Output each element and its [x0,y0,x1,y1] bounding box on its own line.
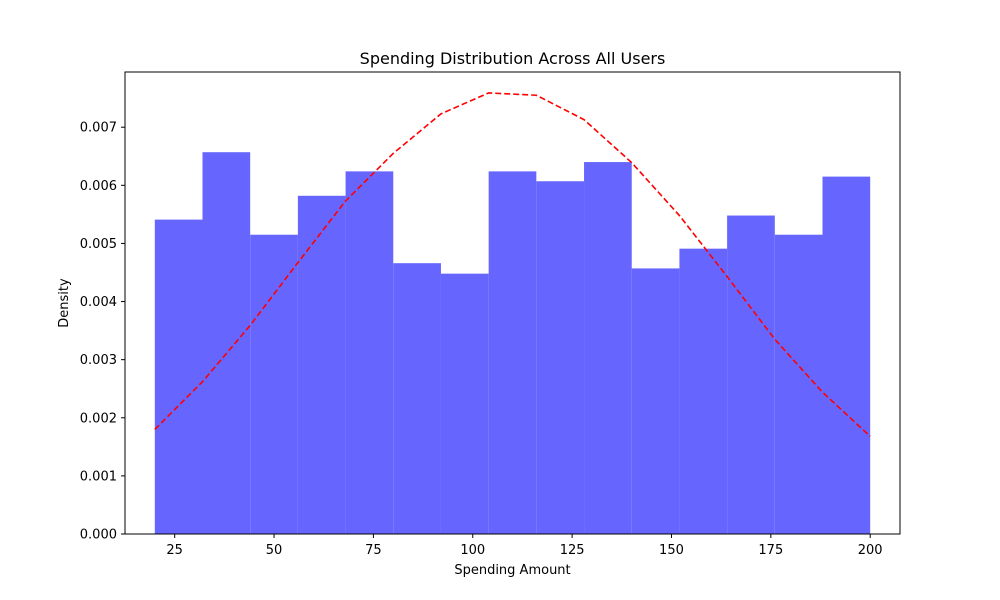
histogram-bar [679,248,728,534]
histogram-bar [345,171,394,534]
x-axis-ticks: 25 50 75 100 125 150 175 200 [166,534,883,558]
x-tick-label: 25 [166,543,183,558]
histogram-bar [774,234,823,534]
histogram-bar [250,234,298,534]
histogram-bar [297,195,346,534]
y-tick-label: 0.007 [80,121,117,136]
density-curve-layer [154,92,871,437]
histogram-bar [631,268,680,534]
x-axis-label: Spending Amount [454,563,570,578]
x-tick-label: 50 [266,543,283,558]
histogram-bar [393,263,441,534]
x-tick-label: 150 [659,543,684,558]
histogram-bar [822,176,871,535]
y-tick-label: 0.004 [80,295,117,310]
histogram-bar [488,171,537,534]
chart-title: Spending Distribution Across All Users [360,49,666,68]
y-axis-label: Density [57,278,72,328]
plot-frame [124,71,901,535]
y-tick-label: 0.001 [80,469,117,484]
y-tick-label: 0.005 [80,237,117,252]
density-curve [154,92,871,437]
y-tick-label: 0.000 [80,528,117,543]
y-axis-ticks: 0.000 0.001 0.002 0.003 0.004 0.005 0.006 0.007 [80,121,125,543]
histogram-bar [440,273,489,534]
x-tick-label: 125 [560,543,585,558]
x-tick-label: 200 [858,543,883,558]
histogram-bars [154,152,871,535]
histogram-bar [727,215,775,535]
y-tick-label: 0.002 [80,411,117,426]
histogram-bar [584,162,632,534]
histogram-bar [536,181,585,535]
histogram-bar [202,152,251,534]
x-tick-label: 100 [460,543,485,558]
y-tick-label: 0.006 [80,179,117,194]
x-tick-label: 75 [365,543,382,558]
x-tick-label: 175 [758,543,783,558]
histogram-bar [154,219,203,534]
y-tick-label: 0.003 [80,353,117,368]
